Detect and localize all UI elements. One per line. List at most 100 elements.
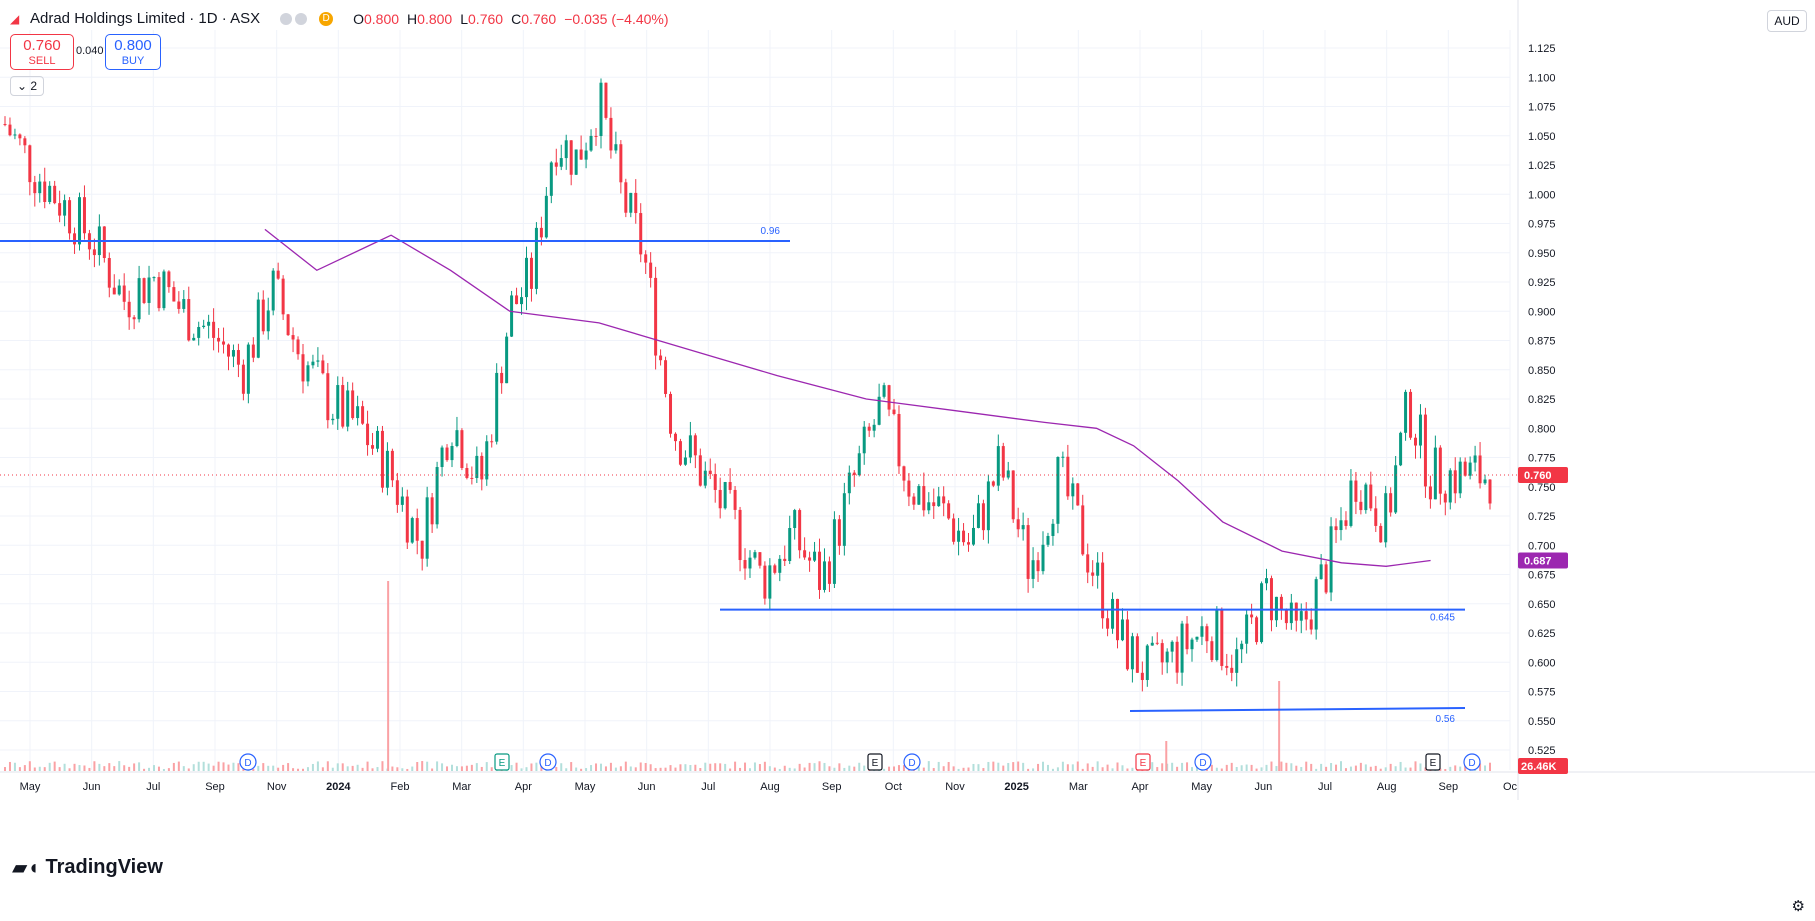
candle xyxy=(773,565,777,573)
candle xyxy=(1001,446,1005,478)
candle xyxy=(971,527,975,545)
volume-bar xyxy=(8,761,11,771)
volume-bar xyxy=(639,762,642,771)
x-tick-label: Jun xyxy=(638,781,656,793)
candle xyxy=(212,321,216,338)
candle xyxy=(902,466,906,481)
dividend-event-icon[interactable] xyxy=(1463,753,1481,771)
volume-bar xyxy=(565,768,568,771)
volume-bar xyxy=(560,763,563,771)
candle xyxy=(564,140,568,159)
earnings-event-icon[interactable] xyxy=(867,753,883,771)
delayed-badge-icon[interactable]: D xyxy=(319,11,334,26)
candle xyxy=(38,181,42,194)
event-label: E xyxy=(1140,758,1147,769)
volume-bar xyxy=(83,765,86,771)
indicators-toggle-button[interactable]: ⌄ 2 xyxy=(10,76,44,96)
candle xyxy=(480,455,484,480)
volume-bar xyxy=(1280,761,1283,771)
earnings-event-icon[interactable] xyxy=(1425,753,1441,771)
x-tick-label: Jul xyxy=(146,781,160,793)
earnings-event-icon[interactable] xyxy=(494,753,510,771)
y-tick-label: 0.700 xyxy=(1528,540,1556,552)
volume-bar xyxy=(1394,766,1397,771)
volume-bar xyxy=(123,765,126,771)
sell-button[interactable]: 0.760 SELL xyxy=(10,34,74,70)
buy-button[interactable]: 0.800 BUY xyxy=(105,34,161,70)
volume-bar xyxy=(972,763,975,771)
candle xyxy=(1116,598,1120,641)
candle xyxy=(82,197,86,234)
volume-bar xyxy=(1171,762,1174,771)
candle xyxy=(202,325,206,327)
candle xyxy=(117,285,121,295)
dividend-event-icon[interactable] xyxy=(239,753,257,771)
earnings-event-icon[interactable] xyxy=(1135,753,1151,771)
volume-bar xyxy=(803,767,806,771)
x-tick-label: Sep xyxy=(1439,781,1459,793)
volume-bar xyxy=(818,761,821,771)
candle xyxy=(231,350,235,357)
volume-bar xyxy=(321,767,324,771)
y-tick-label: 0.975 xyxy=(1528,219,1556,231)
volume-bar xyxy=(371,768,374,771)
volume-bar xyxy=(1449,766,1452,771)
volume-bar xyxy=(729,768,732,771)
candle xyxy=(723,482,727,509)
candle xyxy=(440,447,444,468)
volume-bar xyxy=(252,768,255,771)
volume-bar xyxy=(858,762,861,771)
sell-price: 0.760 xyxy=(23,37,61,54)
candle xyxy=(1284,609,1288,624)
ohlc-item: C0.760 xyxy=(511,11,556,27)
candle xyxy=(599,82,603,137)
candle xyxy=(673,433,677,442)
candle xyxy=(400,496,404,505)
symbol-title[interactable]: Adrad Holdings Limited · 1D · ASX xyxy=(30,10,261,27)
y-tick-label: 1.025 xyxy=(1528,160,1556,172)
tradingview-logo[interactable]: ▰◖ TradingView xyxy=(12,855,163,880)
dividend-event-icon[interactable] xyxy=(903,753,921,771)
candle xyxy=(321,360,325,374)
volume-bar xyxy=(103,766,106,771)
candle xyxy=(351,390,355,419)
dividend-event-icon[interactable] xyxy=(539,753,557,771)
volume-bar xyxy=(446,766,449,771)
volume-bar xyxy=(267,765,270,771)
x-tick-label: May xyxy=(1191,781,1212,793)
dividend-event-icon[interactable] xyxy=(1194,753,1212,771)
candle xyxy=(1086,554,1090,573)
candle xyxy=(142,278,146,303)
candle xyxy=(380,430,384,488)
volume-bar xyxy=(78,765,81,771)
gear-icon[interactable]: ⚙ xyxy=(1791,898,1805,915)
candle xyxy=(738,509,742,561)
y-tick-label: 0.925 xyxy=(1528,277,1556,289)
candle xyxy=(579,149,583,160)
candle xyxy=(1299,611,1303,621)
volume-bar xyxy=(43,767,46,771)
candle xyxy=(1200,626,1204,637)
y-tick-label: 0.525 xyxy=(1528,745,1556,757)
x-tick-label: Oc xyxy=(1503,781,1518,793)
volume-bar xyxy=(590,765,593,771)
candle xyxy=(296,339,300,355)
candle xyxy=(703,470,707,486)
volume-bar xyxy=(957,768,960,771)
volume-bar xyxy=(38,766,41,771)
currency-button[interactable]: AUD xyxy=(1767,10,1807,32)
horizontal-line[interactable] xyxy=(1129,707,1466,713)
candle xyxy=(132,317,136,320)
candle xyxy=(1031,560,1035,579)
chevron-down-icon: ⌄ xyxy=(16,79,28,93)
candle xyxy=(1041,544,1045,572)
volume-bar xyxy=(1414,761,1417,771)
candle xyxy=(1314,579,1318,630)
tradingview-mark-icon: ▰◖ xyxy=(12,857,40,879)
candle xyxy=(1180,623,1184,673)
volume-bar xyxy=(133,763,136,771)
candle xyxy=(743,560,747,569)
volume-bar xyxy=(783,765,786,771)
volume-bar xyxy=(1320,763,1323,771)
